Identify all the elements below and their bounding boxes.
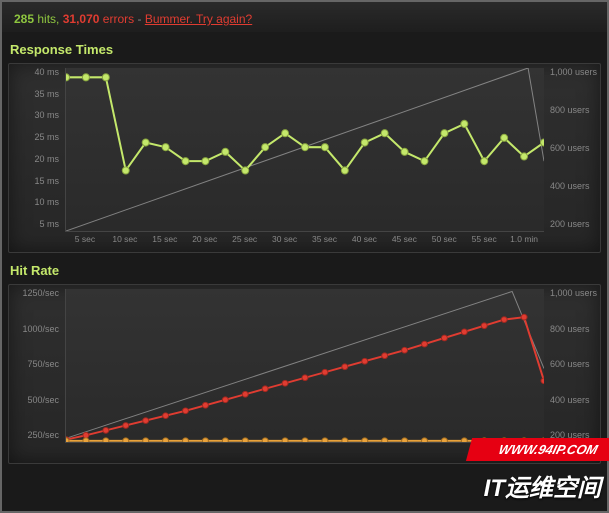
watermark-site: IT运维空间 [484,468,601,503]
hit-rate-chart: 1250/sec1000/sec750/sec500/sec250/sec 1,… [8,284,601,464]
hits-label: hits, [37,12,59,26]
errors-count: 31,070 [63,12,100,26]
y-axis-left: 1250/sec1000/sec750/sec500/sec250/sec [9,285,65,443]
hits-count: 285 [14,12,34,26]
response-times-chart: 40 ms35 ms30 ms25 ms20 ms15 ms10 ms5 ms … [8,63,601,253]
y-axis-right: 1,000 users800 users600 users400 users20… [544,285,600,443]
plot-area [65,68,544,232]
y-axis-right: 1,000 users800 users600 users400 users20… [544,64,600,232]
retry-link[interactable]: Bummer. Try again? [145,12,252,26]
hit-rate-title: Hit Rate [8,257,601,284]
response-times-panel: Response Times 40 ms35 ms30 ms25 ms20 ms… [8,36,601,253]
separator: - [137,12,141,26]
plot-area [65,289,544,443]
hit-rate-panel: Hit Rate 1250/sec1000/sec750/sec500/sec2… [8,257,601,464]
summary-header: 285 hits, 31,070 errors - Bummer. Try ag… [2,2,607,32]
y-axis-left: 40 ms35 ms30 ms25 ms20 ms15 ms10 ms5 ms [9,64,65,232]
response-times-title: Response Times [8,36,601,63]
errors-label: errors [103,12,134,26]
x-axis: 5 sec10 sec15 sec20 sec25 sec30 sec35 se… [65,234,544,250]
